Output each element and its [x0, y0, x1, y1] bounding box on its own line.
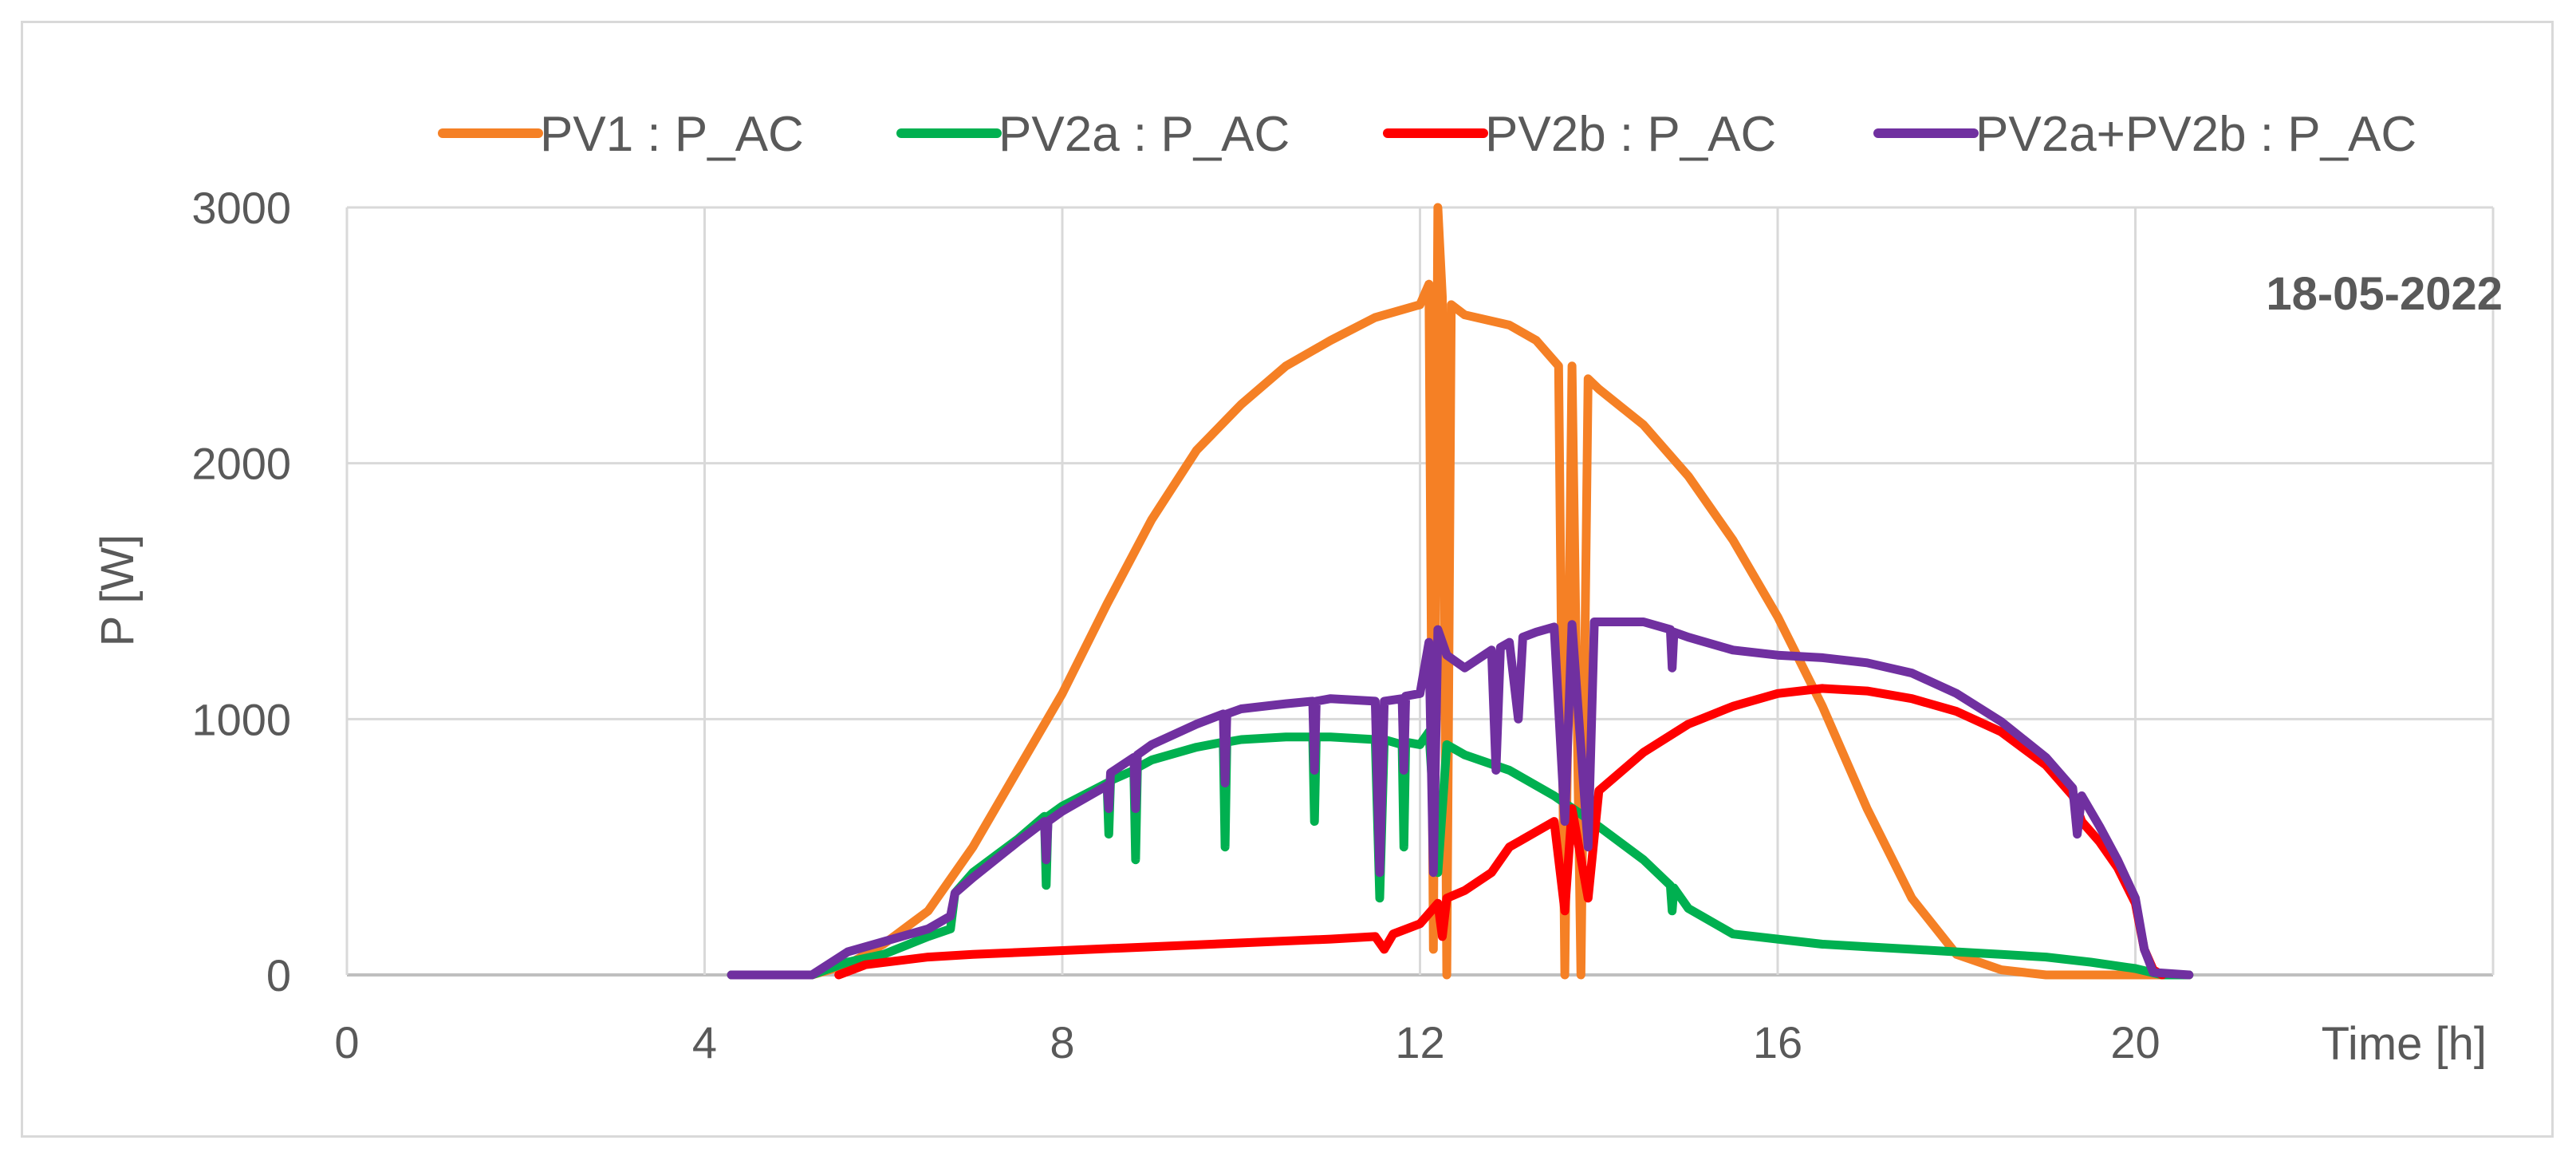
legend: PV1 : P_AC PV2a : P_AC PV2b : P_AC PV2a+PV2…: [438, 107, 2416, 162]
date-annotation: 18-05-2022: [2266, 268, 2503, 320]
series-line-3: [727, 618, 2194, 980]
x-axis-title: Time [h]: [2322, 1018, 2487, 1070]
x-tick-12: 12: [1395, 1017, 1444, 1067]
legend-label-2: PV2b : P_AC: [1485, 107, 1776, 162]
legend-label-3: PV2a+PV2b : P_AC: [1975, 107, 2416, 162]
x-tick-4: 4: [692, 1017, 717, 1067]
x-tick-labels: 0 4 8 12 16 20: [334, 1017, 2160, 1067]
grid-lines: [345, 206, 2495, 977]
x-tick-20: 20: [2110, 1017, 2160, 1067]
series-line-0: [727, 203, 2194, 980]
y-tick-1000: 1000: [191, 694, 291, 744]
y-tick-2000: 2000: [191, 439, 291, 489]
series-lines: [727, 203, 2194, 980]
y-axis-title: P [W]: [92, 535, 144, 647]
series-line-1: [727, 727, 2194, 980]
x-tick-16: 16: [1753, 1017, 1802, 1067]
x-tick-0: 0: [334, 1017, 359, 1067]
x-tick-8: 8: [1050, 1017, 1074, 1067]
y-tick-3000: 3000: [191, 183, 291, 233]
y-tick-0: 0: [266, 950, 291, 1000]
legend-label-0: PV1 : P_AC: [540, 107, 804, 162]
y-tick-labels: 0 1000 2000 3000: [191, 183, 291, 1000]
legend-label-1: PV2a : P_AC: [998, 107, 1290, 162]
